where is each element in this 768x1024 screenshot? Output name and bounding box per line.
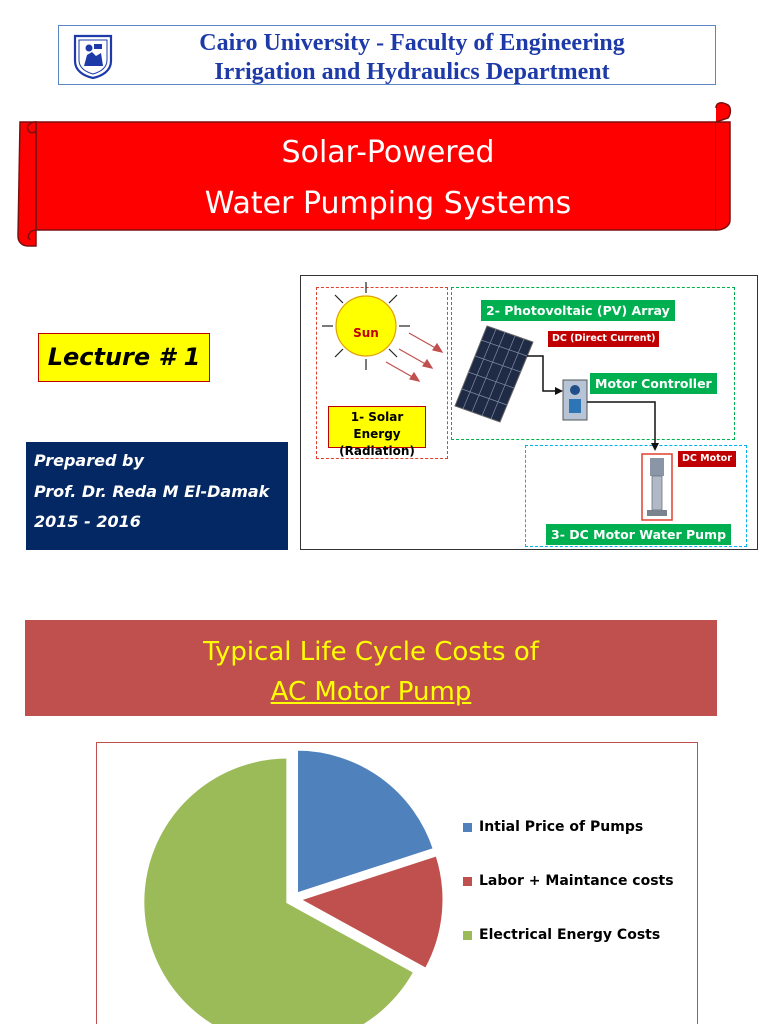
author-name: Prof. Dr. Reda M El-Damak [34, 481, 270, 501]
academic-years: 2015 - 2016 [34, 512, 141, 531]
section-banner: Typical Life Cycle Costs of AC Motor Pum… [25, 620, 717, 716]
legend-swatch [463, 823, 472, 832]
pie-chart [141, 747, 446, 1024]
title-scroll-shape [17, 102, 732, 247]
dc-motor-tag: DC Motor [678, 451, 736, 467]
system-diagram: Sun 1- Solar Energy (Radiation) 2- Photo… [300, 275, 758, 550]
main-title-line-2: Water Pumping Systems [204, 186, 572, 221]
dc-current-tag: DC (Direct Current) [548, 331, 660, 347]
chart-legend: Intial Price of Pumps Labor + Maintance c… [463, 817, 674, 979]
pie-slice-1 [295, 747, 437, 897]
legend-item: Electrical Energy Costs [463, 925, 674, 979]
university-logo-icon [73, 34, 113, 79]
main-title: Solar-Powered Water Pumping Systems [30, 127, 746, 229]
university-line-2: Irrigation and Hydraulics Department [214, 59, 610, 85]
university-title: Cairo University - Faculty of Engineerin… [119, 29, 705, 87]
pump-region [525, 445, 747, 547]
legend-swatch [463, 877, 472, 886]
controller-wire-icon [587, 401, 656, 446]
legend-label: Labor + Maintance costs [479, 873, 674, 889]
section-title-underlined: AC Motor Pump [270, 677, 472, 707]
dc-wire-icon [527, 355, 559, 392]
life-cycle-cost-chart: Intial Price of Pumps Labor + Maintance c… [96, 742, 698, 1024]
legend-item: Intial Price of Pumps [463, 817, 674, 871]
pie-slice-3 [141, 755, 417, 1024]
solar-energy-line-2: (Radiation) [339, 444, 415, 458]
legend-label: Electrical Energy Costs [479, 927, 661, 943]
radiation-arrows-icon [385, 332, 444, 382]
solar-energy-region [316, 287, 448, 459]
solar-energy-label: 1- Solar Energy (Radiation) [328, 406, 426, 458]
motor-controller-label: Motor Controller [590, 373, 717, 394]
pv-array-region [451, 287, 735, 440]
legend-label: Intial Price of Pumps [479, 819, 644, 835]
motor-controller-icon [562, 379, 588, 421]
main-title-line-1: Solar-Powered [281, 135, 495, 170]
pump-label: 3- DC Motor Water Pump [546, 524, 732, 545]
sun-icon [322, 282, 410, 370]
section-title-line-1: Typical Life Cycle Costs of [203, 637, 539, 667]
prepared-by-label: Prepared by [34, 451, 144, 470]
dc-pump-icon [647, 458, 667, 516]
prepared-by-box: Prepared by Prof. Dr. Reda M El-Damak 20… [26, 442, 288, 550]
university-header: Cairo University - Faculty of Engineerin… [58, 25, 716, 85]
pv-array-label: 2- Photovoltaic (PV) Array [481, 300, 675, 321]
section-title-line-2: AC Motor Pump [25, 672, 717, 712]
legend-item: Labor + Maintance costs [463, 871, 674, 925]
solar-panel-icon [454, 325, 534, 423]
solar-energy-line-1: 1- Solar Energy [350, 410, 404, 441]
university-line-1: Cairo University - Faculty of Engineerin… [199, 30, 625, 56]
diagram-graphics [322, 282, 673, 521]
sun-label: Sun [353, 326, 379, 340]
pie-slice-2 [295, 852, 446, 972]
lecture-badge: Lecture # 1 [38, 333, 210, 382]
legend-swatch [463, 931, 472, 940]
